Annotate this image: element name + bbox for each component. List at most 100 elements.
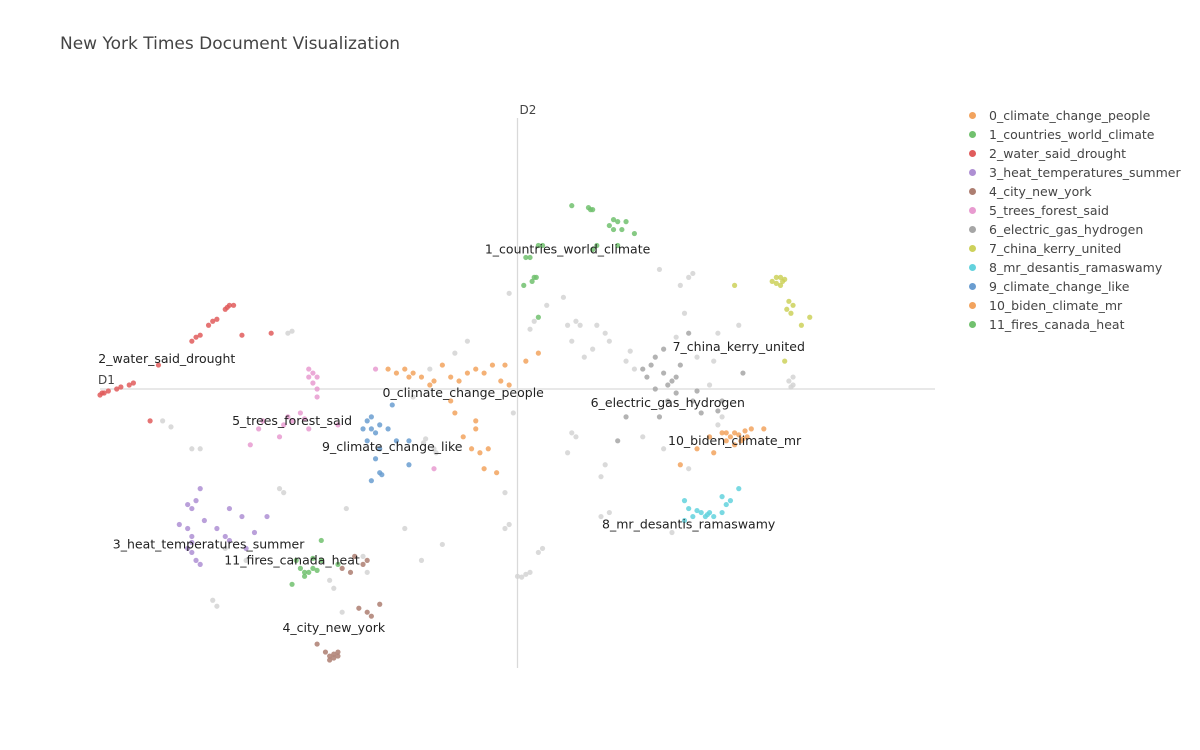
- data-point-series-1[interactable]: [623, 219, 629, 225]
- outlier-point[interactable]: [623, 358, 629, 364]
- data-point-series-3[interactable]: [176, 521, 182, 528]
- outlier-point[interactable]: [276, 486, 283, 492]
- legend-item-10[interactable]: 10_biden_climate_mr: [966, 296, 1181, 315]
- data-point-series-0[interactable]: [481, 370, 487, 376]
- legend-item-4[interactable]: 4_city_new_york: [966, 182, 1181, 201]
- outlier-point[interactable]: [243, 557, 249, 563]
- data-point-series-1[interactable]: [619, 226, 625, 233]
- outlier-point[interactable]: [343, 505, 349, 512]
- data-point-series-9[interactable]: [368, 478, 374, 484]
- data-point-series-5[interactable]: [310, 380, 316, 386]
- data-point-series-6[interactable]: [715, 408, 721, 414]
- data-point-series-11[interactable]: [297, 565, 303, 571]
- data-point-series-0[interactable]: [485, 446, 491, 452]
- outlier-point[interactable]: [661, 446, 667, 452]
- outlier-point[interactable]: [719, 414, 725, 420]
- outlier-point[interactable]: [502, 490, 508, 496]
- data-point-series-0[interactable]: [473, 366, 479, 372]
- data-point-series-7[interactable]: [777, 282, 784, 288]
- outlier-point[interactable]: [686, 466, 692, 472]
- data-point-series-11[interactable]: [335, 561, 341, 567]
- data-point-series-1[interactable]: [610, 217, 617, 223]
- data-point-series-9[interactable]: [389, 402, 395, 408]
- data-point-series-4[interactable]: [327, 657, 333, 663]
- data-point-series-5[interactable]: [306, 366, 312, 372]
- outlier-point[interactable]: [523, 571, 529, 577]
- data-point-series-9[interactable]: [377, 446, 383, 452]
- data-point-series-6[interactable]: [669, 378, 675, 384]
- outlier-point[interactable]: [418, 557, 425, 563]
- data-point-series-7[interactable]: [732, 282, 738, 288]
- data-point-series-3[interactable]: [189, 549, 195, 556]
- data-point-series-8[interactable]: [681, 498, 688, 504]
- data-point-series-1[interactable]: [521, 282, 527, 288]
- data-point-series-9[interactable]: [372, 430, 379, 436]
- data-point-series-3[interactable]: [243, 545, 249, 552]
- data-point-series-8[interactable]: [690, 513, 696, 520]
- data-point-series-6[interactable]: [673, 390, 679, 396]
- data-point-series-9[interactable]: [372, 456, 379, 462]
- outlier-point[interactable]: [573, 434, 579, 440]
- data-point-series-2[interactable]: [155, 362, 162, 368]
- data-point-series-5[interactable]: [314, 374, 320, 380]
- outlier-point[interactable]: [539, 545, 546, 552]
- data-point-series-8[interactable]: [686, 505, 692, 512]
- data-point-series-9[interactable]: [406, 462, 412, 468]
- data-point-series-6[interactable]: [673, 374, 679, 380]
- data-point-series-6[interactable]: [623, 414, 629, 420]
- outlier-point[interactable]: [715, 330, 721, 336]
- outlier-point[interactable]: [197, 446, 203, 452]
- data-point-series-5[interactable]: [372, 366, 379, 372]
- legend-item-11[interactable]: 11_fires_canada_heat: [966, 315, 1181, 334]
- data-point-series-6[interactable]: [719, 398, 725, 404]
- outlier-point[interactable]: [360, 553, 366, 560]
- legend-item-1[interactable]: 1_countries_world_climate: [966, 125, 1181, 144]
- outlier-point[interactable]: [285, 330, 291, 336]
- outlier-point[interactable]: [673, 334, 679, 340]
- outlier-point[interactable]: [364, 569, 370, 575]
- data-point-series-5[interactable]: [314, 386, 320, 392]
- data-point-series-8[interactable]: [711, 513, 717, 520]
- data-point-series-0[interactable]: [464, 370, 470, 376]
- data-point-series-11[interactable]: [310, 565, 316, 571]
- data-point-series-1[interactable]: [529, 278, 535, 284]
- data-point-series-9[interactable]: [393, 438, 400, 444]
- data-point-series-1[interactable]: [610, 226, 617, 233]
- outlier-point[interactable]: [281, 490, 287, 496]
- data-point-series-1[interactable]: [569, 203, 575, 209]
- data-point-series-0[interactable]: [535, 350, 541, 356]
- data-point-series-3[interactable]: [251, 529, 258, 536]
- data-point-series-0[interactable]: [427, 382, 433, 388]
- outlier-point[interactable]: [452, 350, 458, 356]
- data-point-series-9[interactable]: [377, 422, 383, 428]
- data-point-series-5[interactable]: [256, 426, 262, 432]
- data-point-series-0[interactable]: [523, 358, 529, 364]
- outlier-point[interactable]: [627, 348, 633, 354]
- data-point-series-8[interactable]: [727, 498, 734, 504]
- outlier-point[interactable]: [506, 290, 512, 296]
- data-point-series-11[interactable]: [306, 569, 312, 575]
- data-point-series-11[interactable]: [289, 581, 295, 587]
- data-point-series-2[interactable]: [114, 386, 120, 392]
- outlier-point[interactable]: [331, 585, 337, 591]
- outlier-point[interactable]: [690, 270, 696, 277]
- data-point-series-5[interactable]: [301, 416, 308, 422]
- data-point-series-3[interactable]: [264, 513, 270, 520]
- data-point-series-5[interactable]: [431, 466, 437, 472]
- outlier-point[interactable]: [569, 430, 575, 436]
- data-point-series-2[interactable]: [193, 334, 199, 340]
- data-point-series-2[interactable]: [268, 330, 274, 336]
- outlier-point[interactable]: [694, 354, 700, 360]
- data-point-series-0[interactable]: [468, 446, 475, 452]
- legend-item-7[interactable]: 7_china_kerry_united: [966, 239, 1181, 258]
- outlier-point[interactable]: [565, 322, 571, 328]
- data-point-series-2[interactable]: [126, 382, 132, 388]
- data-point-series-1[interactable]: [535, 314, 541, 320]
- data-point-series-10[interactable]: [727, 434, 734, 440]
- outlier-point[interactable]: [327, 577, 333, 583]
- data-point-series-1[interactable]: [523, 254, 529, 261]
- data-point-series-3[interactable]: [226, 537, 233, 544]
- data-point-series-5[interactable]: [285, 414, 291, 420]
- data-point-series-0[interactable]: [452, 410, 458, 416]
- data-point-series-8[interactable]: [694, 507, 700, 514]
